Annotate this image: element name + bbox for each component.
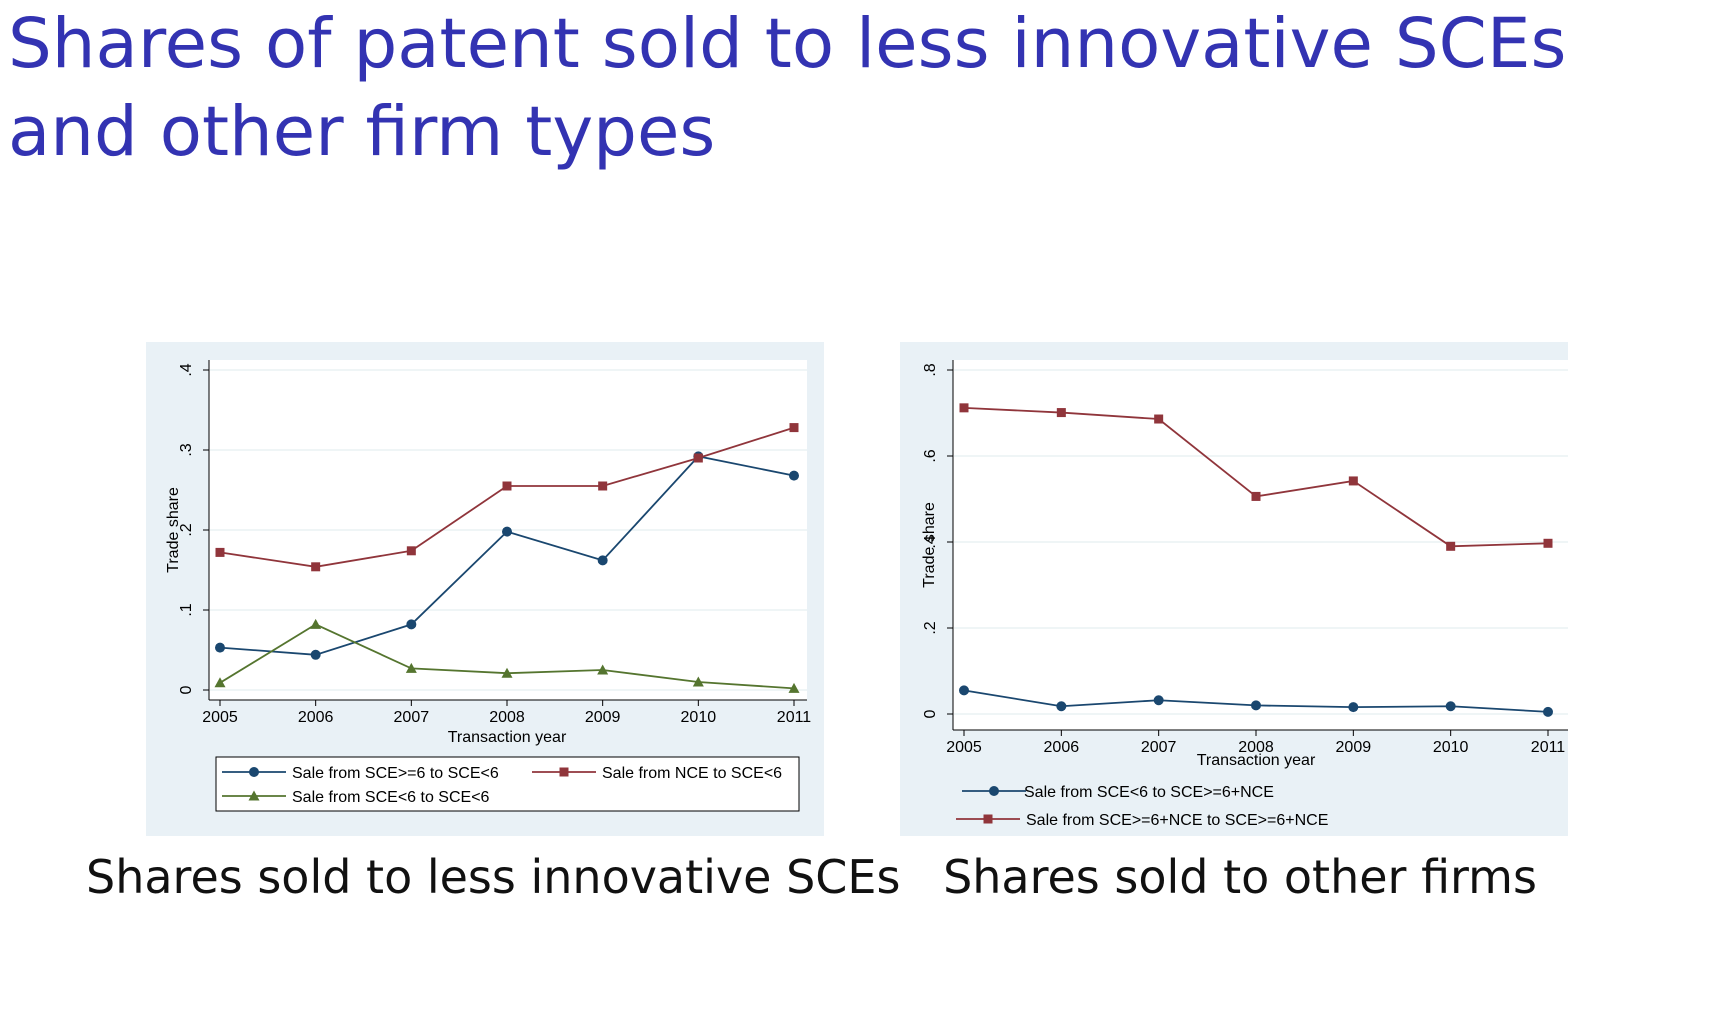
data-point: [1154, 414, 1164, 424]
right-line-chart: 0 .2 .4 .6 .8 2005 2006 2007 2008 2009 2010 2011 Tra…: [921, 360, 1568, 829]
legend-label: Sale from SCE>=6+NCE to SCE>=6+NCE: [1026, 812, 1328, 829]
data-point: [1056, 408, 1066, 418]
data-point: [693, 453, 703, 463]
data-point: [214, 677, 226, 688]
legend: Sale from SCE>=6 to SCE<6 Sale from NCE t…: [215, 756, 800, 812]
legend-item: Sale from SCE<6 to SCE<6: [222, 789, 490, 806]
y-tick-label: 0: [178, 685, 195, 694]
data-point: [692, 676, 704, 687]
data-point: [789, 423, 799, 433]
data-point: [1251, 700, 1261, 711]
legend-box: [215, 756, 800, 812]
legend-label: Sale from SCE>=6 to SCE<6: [292, 765, 499, 782]
series-2: [959, 403, 1553, 551]
data-point: [310, 649, 321, 660]
data-point: [959, 403, 969, 413]
data-point: [1348, 702, 1359, 713]
data-point: [598, 481, 608, 491]
data-point: [501, 667, 513, 678]
legend-label: Sale from SCE<6 to SCE<6: [292, 789, 490, 806]
series-3: [214, 618, 800, 693]
data-point: [1445, 701, 1456, 712]
y-tick-label: .4: [922, 535, 939, 548]
y-tick-label: .1: [178, 603, 195, 616]
data-point: [406, 619, 417, 630]
left-chart-panel: 0 .1 .2 .3 .4 2005 2006 2007 2008 2009 2010 2011 Tra…: [146, 342, 824, 836]
x-tick-label: 2007: [1141, 739, 1177, 756]
data-point: [406, 546, 416, 556]
y-axis-title: Trade share: [921, 502, 938, 588]
legend-label: Sale from SCE<6 to SCE>=6+NCE: [1024, 784, 1274, 801]
right-chart-caption: Shares sold to other firms: [943, 850, 1537, 904]
y-tick-label: .6: [922, 449, 939, 462]
legend-swatch-marker: [559, 767, 569, 777]
x-tick-label: 2006: [1044, 739, 1080, 756]
x-tick-label: 2011: [777, 709, 812, 726]
data-point: [215, 642, 225, 653]
x-tick-label: 2009: [1336, 739, 1372, 756]
legend-item: Sale from SCE<6 to SCE>=6+NCE: [962, 784, 1274, 801]
data-point: [597, 555, 608, 566]
y-tick-label: .3: [178, 443, 195, 456]
data-point: [788, 682, 800, 693]
legend-swatch-marker: [248, 790, 260, 801]
legend-swatch-marker: [249, 767, 259, 777]
slide-title: Shares of patent sold to less innovative…: [8, 4, 1567, 172]
x-tick-label: 2010: [1433, 739, 1469, 756]
data-point: [502, 481, 512, 491]
y-axis-title: Trade share: [165, 487, 182, 573]
right-chart-panel: 0 .2 .4 .6 .8 2005 2006 2007 2008 2009 2010 2011 Tra…: [900, 342, 1568, 836]
legend: Sale from SCE<6 to SCE>=6+NCE Sale from S…: [956, 784, 1328, 829]
data-point: [1543, 706, 1553, 717]
data-point: [1251, 491, 1261, 501]
y-tick-label: .2: [922, 621, 939, 634]
series-2: [215, 423, 799, 572]
data-point: [1153, 695, 1164, 706]
data-point: [959, 685, 969, 696]
legend-item: Sale from SCE>=6+NCE to SCE>=6+NCE: [956, 812, 1328, 829]
legend-item: Sale from NCE to SCE<6: [532, 765, 782, 782]
x-tick-label: 2006: [298, 709, 334, 726]
data-point: [310, 618, 322, 629]
data-point: [1348, 476, 1358, 486]
y-tick-label: .8: [922, 363, 939, 376]
data-point: [311, 562, 321, 572]
data-point: [1543, 538, 1553, 548]
x-tick-label: 2005: [202, 709, 238, 726]
legend-swatch-marker: [989, 786, 999, 796]
x-tick-label: 2010: [681, 709, 717, 726]
data-point: [789, 470, 799, 481]
y-tick-label: .4: [178, 363, 195, 376]
x-tick-label: 2008: [1238, 739, 1274, 756]
data-point: [502, 526, 512, 537]
x-tick-label: 2007: [394, 709, 430, 726]
x-axis-title: Transaction year: [448, 729, 567, 746]
y-tick-label: .2: [178, 523, 195, 536]
data-point: [597, 664, 609, 675]
legend-label: Sale from NCE to SCE<6: [602, 765, 782, 782]
data-point: [1446, 541, 1456, 551]
x-tick-label: 2011: [1531, 739, 1566, 756]
series-1: [959, 685, 1553, 717]
legend-swatch-marker: [983, 814, 993, 824]
left-chart-caption: Shares sold to less innovative SCEs: [86, 850, 901, 904]
x-axis-title: Transaction year: [1197, 752, 1316, 769]
data-point: [405, 662, 417, 673]
data-point: [1056, 701, 1067, 712]
y-tick-label: 0: [922, 709, 939, 718]
x-tick-label: 2008: [489, 709, 525, 726]
x-tick-label: 2005: [946, 739, 982, 756]
left-line-chart: 0 .1 .2 .3 .4 2005 2006 2007 2008 2009 2010 2011 Tra…: [165, 360, 812, 812]
legend-item: Sale from SCE>=6 to SCE<6: [222, 765, 499, 782]
data-point: [215, 547, 225, 557]
x-tick-label: 2009: [585, 709, 621, 726]
